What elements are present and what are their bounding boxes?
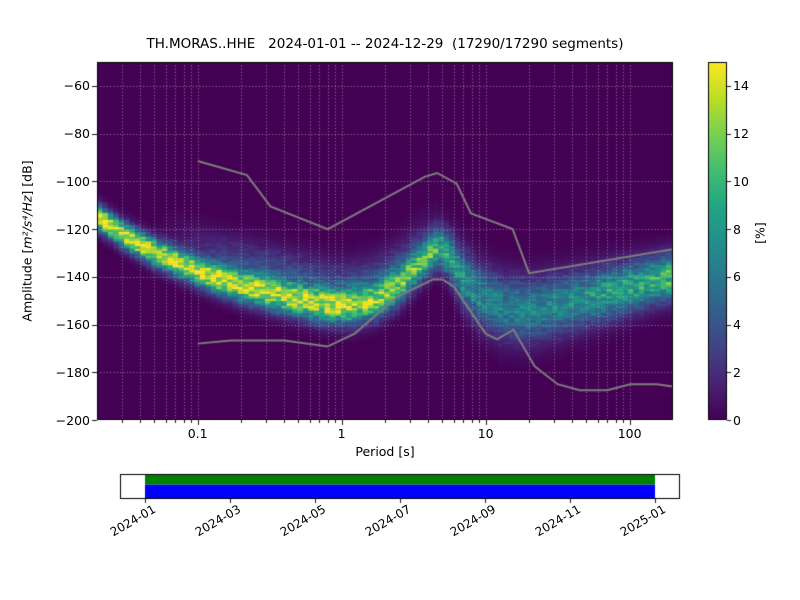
colorbar-tick-label: 10 <box>733 173 749 189</box>
y-axis-label-prefix: Amplitude [ <box>19 248 35 322</box>
colorbar-tick-label: 6 <box>733 269 741 285</box>
y-axis-label-suffix: ] [dB] <box>19 160 35 196</box>
colorbar-tick-label: 8 <box>733 221 741 237</box>
x-axis-label: Period [s] <box>355 444 415 459</box>
colorbar-tick-label: 2 <box>733 364 741 380</box>
x-tick-label: 1 <box>337 426 346 441</box>
y-tick-label: −160 <box>55 317 90 333</box>
x-tick-label: 100 <box>617 426 642 441</box>
colorbar-tick-label: 4 <box>733 317 741 333</box>
x-tick-label: 10 <box>477 426 494 441</box>
y-tick-label: −180 <box>55 364 90 380</box>
y-tick-label: −200 <box>55 412 90 428</box>
colorbar-tick-label: 0 <box>733 412 741 428</box>
y-tick-label: −140 <box>55 269 90 285</box>
y-tick-label: −120 <box>55 221 90 237</box>
colorbar-tick-label: 14 <box>733 78 749 94</box>
y-tick-label: −80 <box>63 126 90 142</box>
plot-title: TH.MORAS..HHE 2024-01-01 -- 2024-12-29 (… <box>146 36 624 52</box>
y-axis-label-math: m²/s⁴/Hz <box>19 195 35 249</box>
y-axis-label: Amplitude [m²/s⁴/Hz] [dB] <box>20 160 35 321</box>
colorbar-label: [%] <box>752 222 768 244</box>
colorbar-tick-label: 12 <box>733 126 749 142</box>
y-tick-label: −100 <box>55 173 90 189</box>
x-tick-label: 0.1 <box>187 426 208 441</box>
y-tick-label: −60 <box>63 78 90 94</box>
